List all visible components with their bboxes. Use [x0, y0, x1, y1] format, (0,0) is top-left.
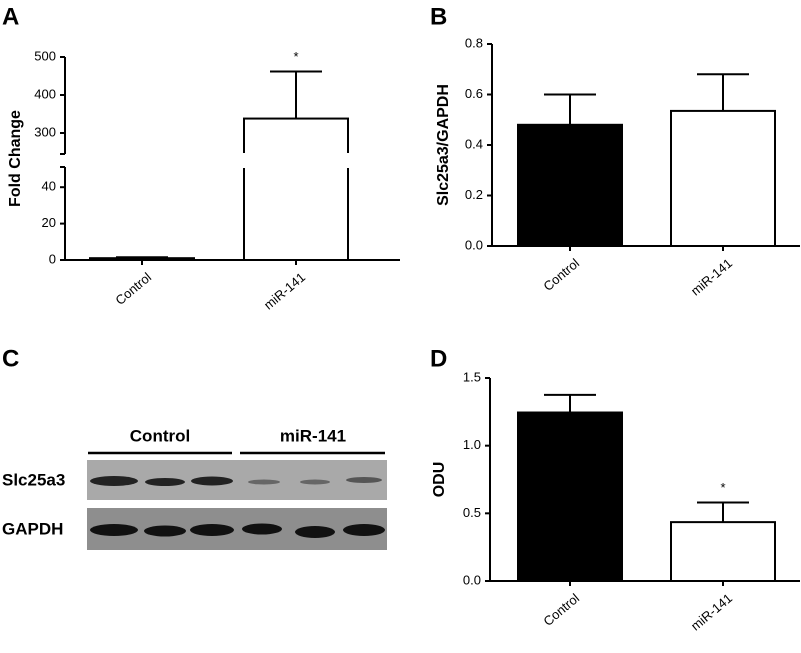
panel-letter: C: [2, 345, 19, 372]
y-tick-label: 0.6: [465, 86, 483, 101]
bar: [243, 117, 349, 261]
x-tick-label: Control: [540, 255, 582, 293]
y-tick-label: 300: [34, 124, 56, 139]
y-tick-label: 0.0: [463, 572, 481, 587]
panel-letter: A: [2, 3, 19, 30]
blot-bands: [90, 476, 382, 486]
y-tick-label: 0.8: [465, 35, 483, 50]
x-tick-label: miR-141: [688, 255, 735, 298]
bar: [670, 521, 776, 583]
x-tick-label: miR-141: [688, 590, 735, 633]
y-tick-label: 0: [49, 251, 56, 266]
blot-bands: [90, 523, 385, 538]
y-axis-title: Fold Change: [7, 110, 24, 207]
y-tick-label: 40: [42, 179, 56, 194]
y-tick-label: 0.5: [463, 505, 481, 520]
y-tick-label: 500: [34, 48, 56, 63]
x-tick-label: miR-141: [261, 269, 308, 312]
x-tick-label: Control: [112, 269, 154, 307]
panel-letter: D: [430, 345, 447, 372]
y-tick-label: 20: [42, 215, 56, 230]
annotation: *: [293, 49, 298, 64]
bar: [670, 109, 776, 247]
group-label: Control: [130, 426, 190, 445]
y-tick-label: 1.5: [463, 369, 481, 384]
blot-panel: C Control miR-141 Slc25a3 GAPDH: [2, 345, 387, 550]
bar: [517, 123, 623, 247]
y-axis-title: Slc25a3/GAPDH: [435, 84, 452, 206]
annotation: *: [720, 480, 725, 495]
y-tick-label: 0.2: [465, 187, 483, 202]
y-tick-label: 0.0: [465, 237, 483, 252]
group-label: miR-141: [280, 426, 346, 445]
panel-letter: B: [430, 3, 447, 30]
row-label: GAPDH: [2, 519, 63, 538]
y-tick-label: 1.0: [463, 437, 481, 452]
y-axis-title: ODU: [431, 462, 448, 498]
x-tick-label: Control: [540, 590, 582, 629]
row-label: Slc25a3: [2, 470, 65, 489]
bar: [517, 411, 623, 583]
y-tick-label: 400: [34, 86, 56, 101]
y-tick-label: 0.4: [465, 136, 483, 151]
break-gap: [67, 153, 402, 168]
